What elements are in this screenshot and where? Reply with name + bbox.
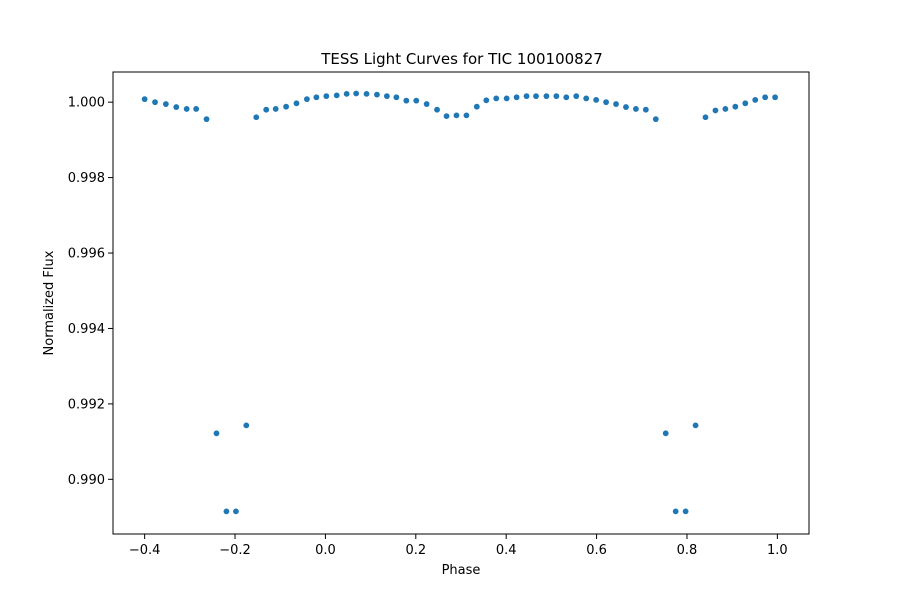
- data-point: [293, 100, 300, 107]
- data-point: [152, 99, 158, 106]
- data-point: [393, 94, 400, 101]
- data-point: [403, 97, 410, 104]
- data-point: [203, 116, 210, 123]
- y-tick-label: 0.996: [68, 247, 105, 262]
- data-point: [233, 508, 239, 515]
- x-axis-label: Phase: [442, 563, 481, 578]
- data-point: [193, 106, 200, 112]
- data-point: [363, 90, 370, 97]
- data-point: [573, 93, 580, 100]
- x-tick-label: 0.2: [405, 543, 426, 558]
- data-point: [272, 106, 279, 112]
- data-point: [473, 103, 480, 110]
- data-point: [453, 112, 460, 119]
- data-point: [752, 97, 759, 103]
- data-point: [583, 95, 590, 102]
- data-point: [463, 112, 470, 119]
- data-point: [343, 90, 350, 97]
- y-tick-label: 0.998: [68, 171, 105, 186]
- data-point: [353, 90, 360, 97]
- y-tick-label: 0.990: [68, 473, 105, 488]
- x-tick-label: −0.4: [129, 543, 161, 558]
- data-point: [141, 96, 148, 103]
- data-point: [642, 106, 649, 113]
- data-point: [712, 107, 719, 114]
- data-point: [483, 97, 490, 104]
- data-point: [662, 430, 669, 437]
- data-point: [243, 422, 250, 429]
- x-axis: −0.4 −0.2 0.0 0.2 0.4 0.6 0.8 1.0: [129, 534, 788, 558]
- data-point: [682, 508, 689, 515]
- plot-frame: [112, 71, 810, 535]
- y-axis: 0.990 0.992 0.994 0.996 0.998 1.000: [68, 96, 113, 488]
- data-point: [543, 93, 550, 100]
- data-point: [283, 103, 289, 110]
- data-point: [633, 106, 639, 112]
- plot-area: [141, 90, 778, 515]
- data-point: [423, 101, 430, 107]
- data-point: [263, 106, 270, 113]
- data-point: [223, 508, 230, 515]
- data-point: [563, 94, 570, 101]
- data-point: [173, 104, 180, 110]
- data-point: [303, 96, 310, 103]
- data-point: [503, 95, 510, 102]
- x-tick-label: 0.4: [496, 543, 517, 558]
- data-point: [333, 92, 340, 99]
- data-point: [513, 94, 520, 101]
- data-point: [722, 106, 729, 112]
- data-point: [213, 430, 220, 437]
- data-point: [413, 97, 420, 104]
- y-tick-label: 0.992: [68, 397, 105, 412]
- data-point: [742, 100, 749, 107]
- y-tick-label: 0.994: [68, 322, 105, 337]
- data-point: [702, 114, 709, 121]
- data-point: [533, 93, 539, 100]
- data-point: [623, 104, 629, 110]
- data-point: [523, 93, 530, 100]
- data-point: [553, 93, 560, 100]
- data-point: [313, 94, 320, 101]
- data-point: [434, 106, 440, 113]
- x-tick-label: 0.8: [677, 543, 698, 558]
- x-tick-label: 0.6: [586, 543, 607, 558]
- y-tick-label: 1.000: [68, 96, 105, 111]
- x-tick-label: 1.0: [767, 543, 788, 558]
- data-point: [613, 101, 619, 107]
- data-point: [652, 116, 659, 123]
- data-point: [762, 94, 769, 101]
- y-axis-label: Normalized Flux: [42, 250, 57, 355]
- data-point: [443, 113, 450, 120]
- data-point: [672, 508, 679, 515]
- data-point: [732, 103, 739, 110]
- data-point: [253, 114, 260, 121]
- data-point: [162, 101, 169, 107]
- x-tick-label: −0.2: [219, 543, 251, 558]
- data-point: [593, 97, 600, 103]
- data-point: [183, 106, 190, 112]
- data-point: [603, 99, 609, 106]
- data-point: [323, 93, 330, 100]
- data-point: [493, 95, 500, 102]
- chart-title: TESS Light Curves for TIC 100100827: [320, 50, 603, 68]
- data-point: [383, 93, 390, 100]
- data-point: [374, 91, 380, 98]
- data-point: [772, 94, 778, 101]
- data-point: [692, 422, 699, 429]
- x-tick-label: 0.0: [315, 543, 336, 558]
